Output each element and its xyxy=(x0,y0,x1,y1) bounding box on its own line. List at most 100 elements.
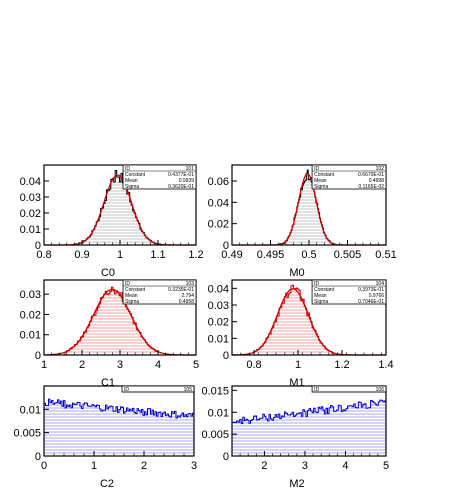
y-tick-label: 0.03 xyxy=(20,289,41,301)
stats-row-label: Sigma xyxy=(125,184,139,190)
y-tick-label: 0.01 xyxy=(20,330,41,342)
stats-id-label: ID xyxy=(125,281,130,287)
histogram-bars-106 xyxy=(231,399,387,457)
stats-row-label: Mean xyxy=(314,293,327,299)
x-tick-label: 0.51 xyxy=(375,249,396,261)
plot-frame-104 xyxy=(231,279,387,356)
stats-row-value: 0.3620E-01 xyxy=(168,184,194,190)
x-tick-label: 0.505 xyxy=(334,249,362,261)
histogram-bars-105 xyxy=(43,398,195,457)
y-tick-label: 0.06 xyxy=(208,176,229,188)
y-tick-label: 0 xyxy=(223,240,229,252)
plot-frame-105 xyxy=(43,385,195,457)
y-tick-label: 0.02 xyxy=(20,309,41,321)
x-tick-label: 5 xyxy=(193,359,199,371)
histogram-panel-103: 1 2 3 4 5 0 0.01 0.02 0.03 C1 ID 103 Constant 0.3235E… xyxy=(20,279,199,389)
stats-frame xyxy=(122,279,197,305)
stats-box-102: ID 102 Constant 0.6670E-01 Mean 0.4998 Sigma 0.… xyxy=(311,164,387,190)
y-tick-label: 0 xyxy=(35,240,41,252)
y-tick-label: 0.03 xyxy=(20,192,41,204)
x-tick-label: 0.495 xyxy=(257,249,285,261)
x-tick-label: 0.9 xyxy=(74,249,89,261)
y-tick-label: 0.01 xyxy=(208,407,229,419)
stats-box-101: ID 101 Constant 0.4377E-01 Mean 0.9939 Sigma 0.… xyxy=(122,164,197,190)
stats-row-label: Constant xyxy=(125,287,146,293)
stats-row-label: Sigma xyxy=(314,299,328,305)
stats-id-label: ID xyxy=(314,281,319,287)
histogram-fill-103 xyxy=(64,287,158,355)
histogram-panel-104: 0.8 1 1.2 1.4 0 0.01 0.02 0.03 0.04 M1 ID 104 Consta… xyxy=(208,279,394,389)
x-tick-label: 5 xyxy=(383,460,389,472)
x-tick-label: 0.5 xyxy=(301,249,316,261)
stats-box-105: ID 105 xyxy=(121,385,195,393)
stats-id-label: ID xyxy=(124,387,129,393)
histogram-panel-106: 2 3 4 5 0 0.005 0.01 0.015 M2 ID 106 xyxy=(201,385,389,490)
y-tick-label: 0 xyxy=(223,451,229,463)
x-axis-label: C0 xyxy=(101,267,115,279)
stats-frame xyxy=(311,279,387,305)
x-tick-label: 3 xyxy=(117,359,123,371)
y-tick-label: 0.02 xyxy=(20,208,41,220)
stats-row-label: Mean xyxy=(314,178,327,184)
stats-id-value: 104 xyxy=(376,281,385,287)
x-tick-label: 1.4 xyxy=(378,359,393,371)
x-tick-label: 3 xyxy=(191,460,197,472)
x-axis-label: M2 xyxy=(289,478,304,490)
stats-row-value: 0.9939 xyxy=(179,178,195,184)
stats-id-value: 106 xyxy=(376,387,385,393)
x-tick-label: 1 xyxy=(295,359,301,371)
x-axis-label: M0 xyxy=(289,267,304,279)
stats-row-value: 0.6670E-01 xyxy=(358,172,384,178)
stats-row-value: 0.4958 xyxy=(179,299,195,305)
y-tick-label: 0.01 xyxy=(20,224,41,236)
y-tick-label: 0.04 xyxy=(208,283,229,295)
y-tick-label: 0.03 xyxy=(208,300,229,312)
stats-row-value: 0.3235E-01 xyxy=(168,287,194,293)
stats-id-label: ID xyxy=(125,166,130,172)
stats-id-value: 102 xyxy=(376,166,385,172)
histogram-panel-101: 0.8 0.9 1 1.1 1.2 0 0.01 0.02 0.03 0.04 C0 ID 101 Con… xyxy=(20,164,204,279)
x-tick-label: 2 xyxy=(141,460,147,472)
stats-row-label: Constant xyxy=(125,172,146,178)
stats-row-label: Mean xyxy=(125,178,138,184)
x-tick-label: 1 xyxy=(91,460,97,472)
x-axis-label: C2 xyxy=(100,478,114,490)
x-tick-label: 0.49 xyxy=(221,249,242,261)
stats-row-label: Sigma xyxy=(314,184,328,190)
x-tick-label: 3 xyxy=(302,460,308,472)
x-tick-label: 0.8 xyxy=(246,359,261,371)
stats-row-value: 0.9766 xyxy=(369,293,385,299)
y-tick-label: 0.04 xyxy=(20,176,41,188)
y-tick-label: 0.02 xyxy=(208,219,229,231)
stats-id-value: 103 xyxy=(186,281,195,287)
y-tick-label: 0.01 xyxy=(208,333,229,345)
x-axis-label: C1 xyxy=(101,377,115,389)
histogram-panel-102: 0.49 0.495 0.5 0.505 0.51 0 0.02 0.04 0.06 M0 ID 10… xyxy=(208,164,397,279)
y-tick-label: 0.015 xyxy=(201,385,229,397)
stats-row-label: Constant xyxy=(314,287,335,293)
x-tick-label: 2 xyxy=(79,359,85,371)
y-tick-label: 0.01 xyxy=(20,404,41,416)
stats-id-value: 105 xyxy=(184,387,193,393)
stats-box-106: ID 106 xyxy=(311,385,387,393)
stats-box-104: ID 104 Constant 0.3973E-01 Mean 0.9766 Sigma 0.… xyxy=(311,279,387,305)
stats-row-value: 0.4998 xyxy=(369,178,385,184)
plot-frame-106 xyxy=(231,385,387,457)
y-tick-label: 0.005 xyxy=(201,429,229,441)
x-tick-label: 1.1 xyxy=(150,249,165,261)
x-tick-label: 4 xyxy=(155,359,161,371)
y-tick-label: 0 xyxy=(35,350,41,362)
histogram-fill-104 xyxy=(254,285,334,355)
y-tick-label: 0 xyxy=(223,350,229,362)
stats-row-label: Constant xyxy=(314,172,335,178)
y-tick-label: 0.04 xyxy=(208,197,229,209)
stats-row-value: 0.4377E-01 xyxy=(168,172,194,178)
x-tick-label: 0 xyxy=(41,460,47,472)
stats-box-103: ID 103 Constant 0.3235E-01 Mean 2.794 Sigma 0.4… xyxy=(122,279,197,305)
stats-id-value: 101 xyxy=(186,166,195,172)
x-tick-label: 1.2 xyxy=(334,359,349,371)
y-tick-label: 0 xyxy=(35,451,41,463)
stats-frame xyxy=(311,164,387,190)
histogram-panel-105: 0 1 2 3 0 0.005 0.01 C2 ID 105 xyxy=(13,385,197,490)
